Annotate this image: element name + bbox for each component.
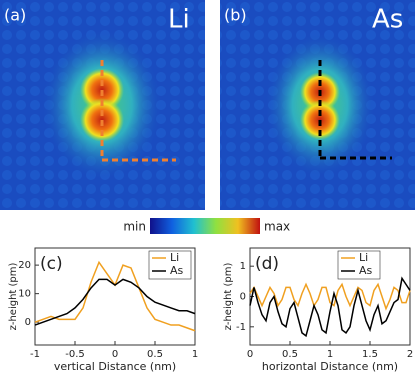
x-tick-label: 1 [192,349,198,360]
x-tick-label: 0.5 [147,349,163,360]
y-tick-label: 20 [18,260,31,271]
x-tick-label: 1 [327,349,333,360]
x-tick-label: 0.5 [282,349,298,360]
legend-box [148,250,192,280]
panel-label: (a) [4,6,26,25]
y-axis-label: z-height (pm) [223,263,234,331]
element: As [372,5,403,35]
y-axis-label: z-height (pm) [8,263,19,331]
x-tick-label: -1 [30,349,40,360]
colorbar [150,218,260,234]
x-tick-label: -0.5 [65,349,85,360]
series-line [249,282,411,311]
legend-label: As [359,264,373,277]
panel-label: (d) [255,254,279,274]
element: Li [168,5,190,35]
series-line [34,278,196,326]
x-tick-label: 0 [247,349,253,360]
panel-label: (b) [224,6,247,25]
x-tick-label: 1.5 [362,349,378,360]
legend-label: Li [359,251,368,264]
legend-label: Li [170,251,179,264]
x-axis-label: vertical Distance (nm) [54,360,176,373]
y-tick-label: 0 [25,317,31,328]
colorbar-min: min [123,220,146,234]
panel-b: (b) As [220,0,415,210]
series-line [249,276,411,338]
plot-area [249,247,411,346]
y-tick-label: 10 [18,289,31,300]
y-tick-label: 1 [240,261,246,272]
y-tick-label: -1 [236,322,246,333]
legend-label: As [170,264,184,277]
x-tick-label: 2 [407,349,413,360]
legend-box [337,250,381,280]
y-tick-label: 0 [240,292,246,303]
x-axis-label: horizontal Distance (nm) [262,360,398,373]
x-tick-label: 0 [112,349,118,360]
colorbar-max: max [264,220,290,234]
panel-label: (c) [40,254,63,274]
panel-a: (a) Li [0,0,205,210]
